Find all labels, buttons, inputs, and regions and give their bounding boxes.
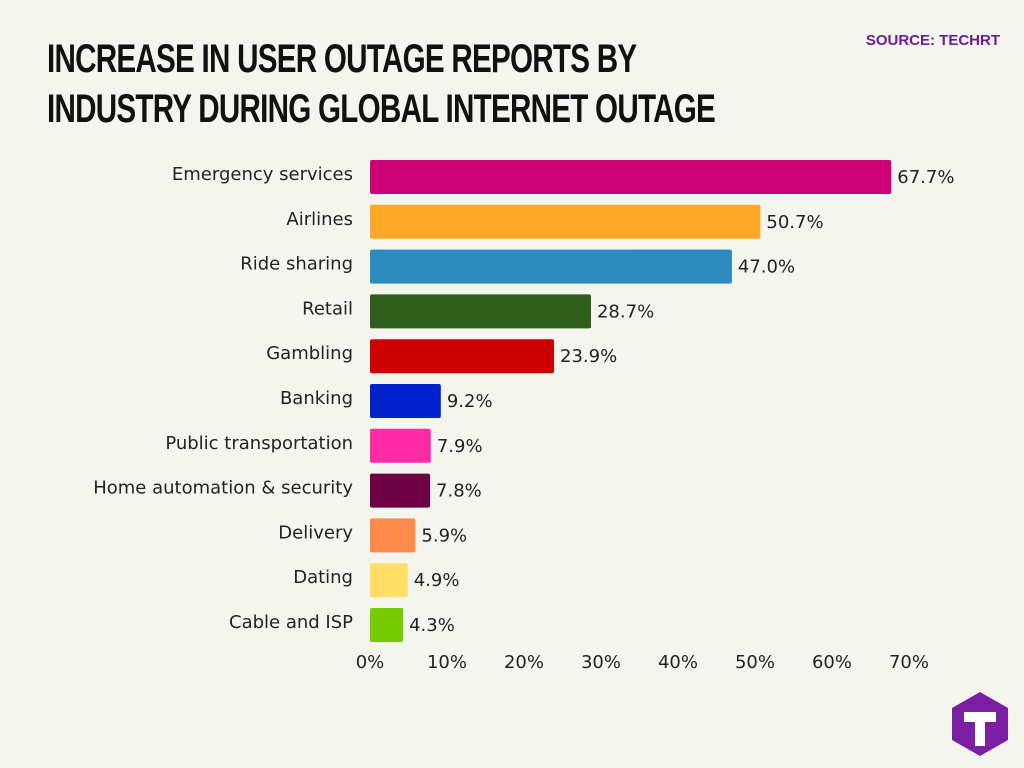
x-tick-label: 20%: [504, 652, 544, 673]
x-tick-label: 70%: [889, 652, 929, 673]
bar: [370, 160, 892, 194]
chart-title: INCREASE IN USER OUTAGE REPORTS BY INDUS…: [47, 37, 716, 131]
category-label: Ride sharing: [240, 254, 353, 275]
bar: [370, 249, 732, 284]
x-tick-label: 10%: [427, 652, 467, 673]
category-label: Public transportation: [165, 433, 353, 454]
category-label: Cable and ISP: [229, 612, 353, 633]
category-label: Banking: [280, 388, 353, 409]
bar: [370, 608, 404, 642]
bar: [370, 294, 591, 329]
source: SOURCE: TECHRT: [865, 32, 1000, 49]
category-label: Dating: [293, 567, 353, 588]
bar: [370, 428, 431, 463]
value-label: 7.8%: [436, 481, 482, 502]
value-label: 23.9%: [560, 346, 617, 367]
category-label: Home automation & security: [93, 478, 353, 499]
category-label: Retail: [302, 298, 353, 319]
category-label: Gambling: [266, 343, 353, 364]
x-tick-label: 30%: [581, 652, 621, 673]
bar: [370, 518, 416, 553]
value-label: 5.9%: [421, 525, 467, 546]
logo-letter: [964, 712, 996, 746]
category-label: Emergency services: [172, 164, 353, 185]
category-label: Airlines: [286, 209, 353, 230]
value-label: 9.2%: [447, 391, 493, 412]
value-label: 47.0%: [738, 257, 795, 278]
bar: [370, 204, 761, 239]
value-label: 67.7%: [897, 167, 954, 188]
bar: [370, 563, 408, 598]
value-label: 7.9%: [437, 436, 483, 457]
value-label: 28.7%: [597, 301, 654, 322]
value-label: 4.9%: [414, 570, 460, 591]
category-label: Delivery: [278, 522, 353, 543]
bar: [370, 473, 431, 508]
value-label: 50.7%: [766, 212, 823, 233]
logo: [952, 692, 1008, 756]
x-tick-label: 50%: [735, 652, 775, 673]
bar: [370, 384, 441, 418]
value-label: 4.3%: [409, 615, 455, 636]
x-tick-label: 60%: [812, 652, 852, 673]
x-tick-label: 0%: [356, 652, 385, 673]
bar: [370, 339, 555, 374]
x-tick-label: 40%: [658, 652, 698, 673]
